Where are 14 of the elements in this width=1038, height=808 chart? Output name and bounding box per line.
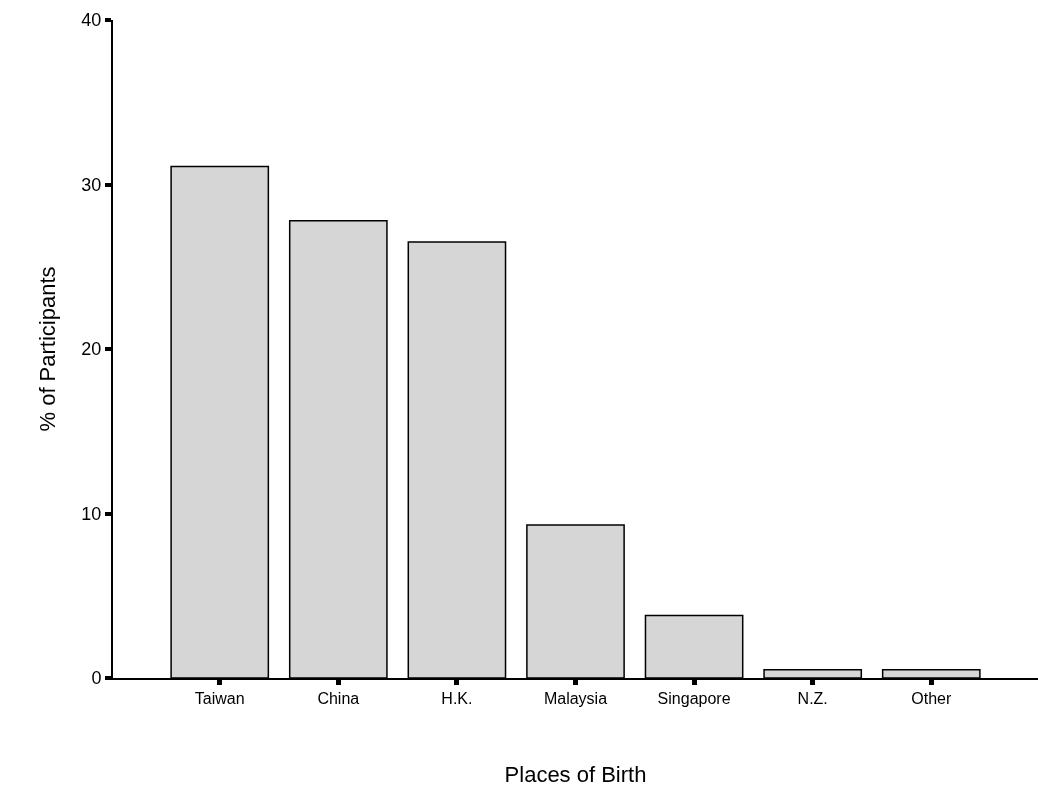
y-axis-title: % of Participants <box>34 266 60 432</box>
x-tick-label: Singapore <box>657 690 731 708</box>
x-tick-label: N.Z. <box>797 690 828 708</box>
y-tick-label: 0 <box>91 668 102 689</box>
x-tick-label: Malaysia <box>543 690 608 708</box>
x-tick-label: H.K. <box>441 690 473 708</box>
x-axis-title: Places of Birth <box>504 761 647 787</box>
x-tick-label: Other <box>911 690 952 708</box>
x-tick-label: China <box>317 690 360 708</box>
y-tick-label: 20 <box>81 339 102 360</box>
y-tick-label: 10 <box>81 503 102 524</box>
y-tick-label: 30 <box>81 174 102 195</box>
x-tick-label: Taiwan <box>194 690 245 708</box>
y-tick-label: 40 <box>81 10 102 31</box>
